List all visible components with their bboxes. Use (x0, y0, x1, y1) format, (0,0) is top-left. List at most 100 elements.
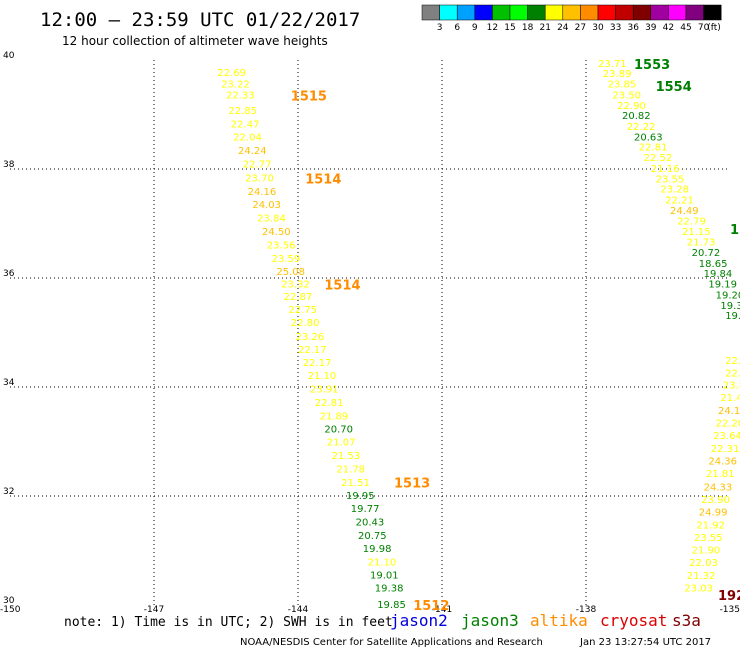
satellite-name: cryosat (600, 611, 667, 630)
track-number-label: 1554 (656, 80, 692, 95)
wave-height-point: 22.31 (711, 444, 740, 455)
wave-height-point: 20.72 (692, 248, 721, 259)
satellite-name: jason3 (461, 611, 519, 630)
units-note: note: 1) Time is in UTC; 2) SWH is in fe… (64, 615, 393, 630)
legend-label: 12 (487, 23, 498, 33)
footer-timestamp: Jan 23 13:27:54 UTC 2017 (579, 637, 711, 648)
wave-height-point: 23.28 (660, 185, 689, 196)
legend-label: 3 (437, 23, 443, 33)
legend-swatch (544, 4, 564, 21)
track-number-label: 192 (718, 589, 740, 604)
track-number-label: 1513 (394, 476, 430, 491)
wave-height-point: 23.70 (245, 173, 274, 184)
color-legend: 3 6 9 12 15 18 21 24 27 30 33 36 39 42 45 70(ft) (421, 4, 722, 33)
chart-grid (10, 60, 730, 605)
legend-swatch (597, 4, 616, 21)
wave-height-point: 23.32 (281, 280, 310, 291)
wave-height-point: 23.26 (296, 332, 325, 343)
wave-height-point: 19.10 (725, 311, 740, 322)
wave-height-point: 22.50 (725, 356, 740, 367)
wave-height-point: 24.03 (252, 200, 281, 211)
wave-height-point: 19.38 (375, 584, 404, 595)
legend-label: 24 (557, 23, 569, 33)
satellite-name: s3a (672, 611, 701, 630)
y-tick-label: 38 (3, 160, 15, 170)
wave-height-point: 23.55 (656, 174, 685, 185)
legend-label: 33 (610, 23, 621, 33)
wave-height-point: 21.81 (706, 469, 735, 480)
footer-credit: NOAA/NESDIS Center for Satellite Applica… (240, 637, 543, 648)
page-title: 12:00 – 23:59 UTC 01/22/2017 (40, 9, 360, 31)
wave-height-point: 22.33 (226, 90, 255, 101)
wave-height-point: 23.85 (608, 80, 637, 91)
wave-height-point: 20.43 (356, 518, 385, 529)
legend-swatch (668, 4, 687, 21)
wave-height-point: 19.01 (370, 571, 399, 582)
x-axis-ticks: -150 -147 -144 -141 -138 -135 (0, 605, 740, 615)
wave-height-point: 23.50 (612, 90, 641, 101)
legend-label: 27 (575, 23, 586, 33)
wave-height-point: 20.70 (324, 425, 353, 436)
wave-height-point: 21.90 (692, 546, 721, 557)
wave-height-point: 24.50 (262, 227, 291, 238)
wave-height-point: 22.03 (689, 558, 718, 569)
legend-label: 6 (454, 23, 460, 33)
wave-height-point: 19.19 (708, 280, 737, 291)
wave-height-point: 21.92 (696, 520, 725, 531)
track-number-label: 1514 (305, 172, 341, 187)
wave-height-point: 24.49 (670, 206, 699, 217)
wave-height-point: 22.85 (228, 106, 257, 117)
wave-height-point: 21.10 (308, 371, 337, 382)
wave-height-point: 18.65 (699, 259, 728, 270)
wave-height-point: 21.16 (651, 164, 680, 175)
satellite-name: jason2 (390, 611, 448, 630)
wave-height-point: 22.81 (639, 143, 668, 154)
y-axis-ticks: 30 32 34 36 38 40 (3, 51, 15, 606)
wave-height-point: 19.30 (720, 301, 740, 312)
legend-label: 45 (680, 23, 691, 33)
wave-height-point: 22.52 (644, 153, 673, 164)
wave-height-point: 24.16 (248, 187, 277, 198)
x-tick-label: -135 (720, 605, 740, 615)
y-tick-label: 32 (3, 487, 14, 497)
wave-height-point: 22.17 (298, 345, 327, 356)
wave-height-point: 25.08 (276, 267, 305, 278)
wave-height-point: 19.95 (346, 491, 375, 502)
legend-label: 70 (698, 23, 710, 33)
legend-swatch (703, 4, 722, 21)
wave-height-point: 19.84 (704, 269, 733, 280)
wave-height-point: 22.10 (725, 368, 740, 379)
wave-height-point: 23.55 (694, 533, 723, 544)
legend-swatch (615, 4, 634, 21)
y-tick-label: 36 (3, 269, 15, 279)
wave-height-point: 22.75 (288, 305, 317, 316)
wave-height-point: 19.20 (716, 290, 740, 301)
track-labels: 1515 1514 1514 1513 1512 1553 1554 1 192 (291, 58, 740, 614)
legend-swatch (474, 4, 493, 21)
wave-height-point: 24.10 (718, 406, 740, 417)
x-tick-label: -141 (432, 605, 452, 615)
legend-swatch (685, 4, 704, 21)
wave-height-point: 23.84 (257, 214, 286, 225)
wave-height-point: 23.22 (221, 80, 250, 91)
satellite-legend: jason2 jason3 altika cryosat s3a (390, 611, 701, 630)
wave-height-point: 21.07 (327, 438, 356, 449)
y-tick-label: 34 (3, 378, 15, 388)
legend-label: 36 (627, 23, 639, 33)
page-subtitle: 12 hour collection of altimeter wave hei… (62, 34, 328, 48)
track-number-label: 1514 (324, 279, 360, 294)
track-number-label: 1512 (413, 599, 449, 614)
legend-label: 42 (663, 23, 674, 33)
wave-height-point: 22.79 (677, 216, 706, 227)
legend-label: 30 (592, 23, 604, 33)
wave-height-point: 21.32 (687, 571, 716, 582)
legend-swatch (509, 4, 528, 21)
wave-height-point: 21.78 (336, 464, 365, 475)
wave-height-point: 24.24 (238, 146, 267, 157)
legend-label: 18 (522, 23, 534, 33)
wave-height-point: 22.81 (315, 398, 344, 409)
legend-label: 9 (472, 23, 478, 33)
wave-height-point: 22.80 (291, 318, 320, 329)
wave-height-point: 22.22 (627, 122, 656, 133)
